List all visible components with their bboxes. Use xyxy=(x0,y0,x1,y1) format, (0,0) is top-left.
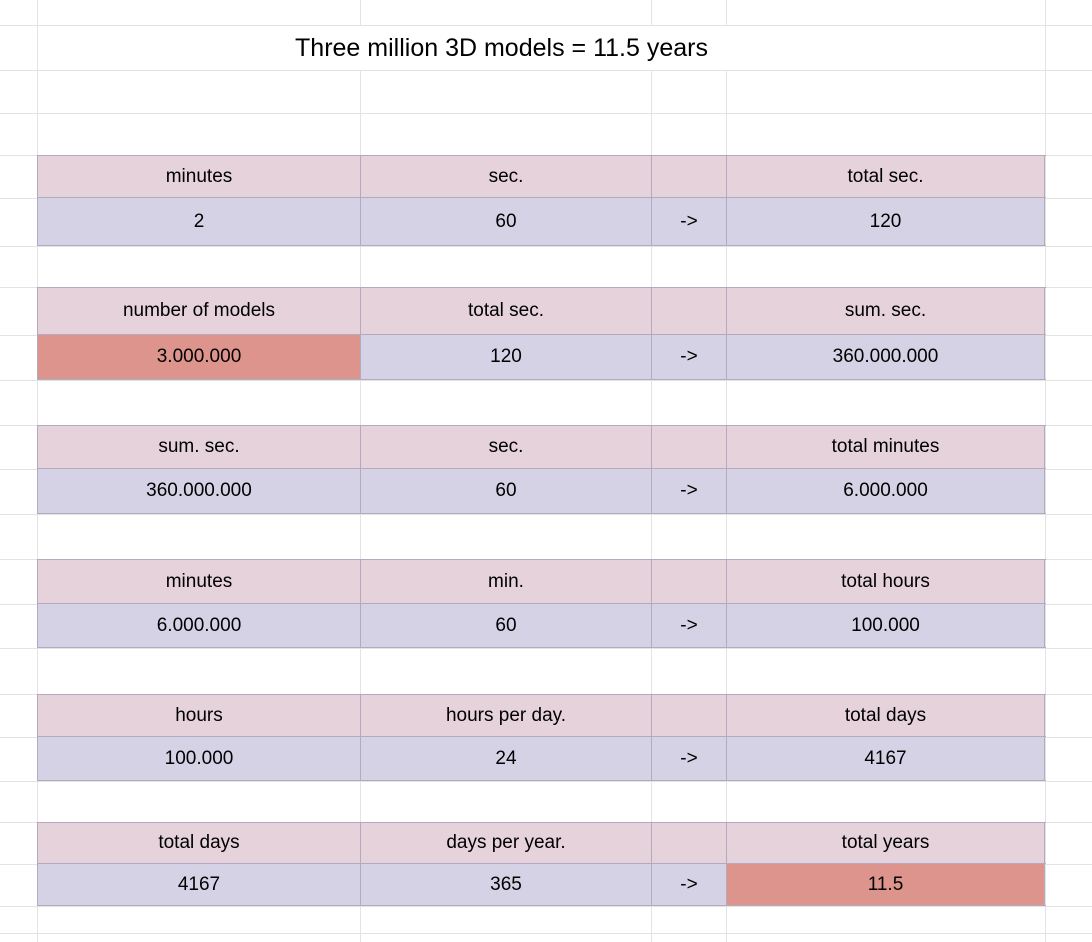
highlighted-value-cell[interactable]: 3.000.000 xyxy=(37,335,360,379)
header-cell[interactable]: sec. xyxy=(360,156,651,197)
header-cell[interactable]: hours per day. xyxy=(360,695,651,736)
value-cell[interactable]: 24 xyxy=(360,737,651,780)
header-cell[interactable] xyxy=(651,288,726,334)
header-cell[interactable]: total minutes xyxy=(726,426,1045,468)
header-cell[interactable]: sec. xyxy=(360,426,651,468)
header-cell[interactable]: sum. sec. xyxy=(37,426,360,468)
arrow-cell[interactable]: -> xyxy=(651,864,726,905)
value-cell[interactable]: 60 xyxy=(360,604,651,647)
header-row: minutes min. total hours xyxy=(37,559,1046,604)
header-cell[interactable]: total sec. xyxy=(726,156,1045,197)
header-cell[interactable]: min. xyxy=(360,560,651,603)
block-days-to-total-years: total days days per year. total years 41… xyxy=(37,822,1046,906)
highlighted-value-cell[interactable]: 11.5 xyxy=(726,864,1045,905)
value-cell[interactable]: 6.000.000 xyxy=(726,469,1045,513)
header-cell[interactable] xyxy=(651,156,726,197)
value-cell[interactable]: 60 xyxy=(360,198,651,245)
value-row: 2 60 -> 120 xyxy=(37,198,1046,246)
header-cell[interactable]: sum. sec. xyxy=(726,288,1045,334)
arrow-cell[interactable]: -> xyxy=(651,335,726,379)
arrow-cell[interactable]: -> xyxy=(651,604,726,647)
value-row: 360.000.000 60 -> 6.000.000 xyxy=(37,469,1046,514)
block-models-to-sum-sec: number of models total sec. sum. sec. 3.… xyxy=(37,287,1046,380)
header-cell[interactable]: total hours xyxy=(726,560,1045,603)
value-cell[interactable]: 6.000.000 xyxy=(37,604,360,647)
value-row: 100.000 24 -> 4167 xyxy=(37,737,1046,781)
value-cell[interactable]: 100.000 xyxy=(37,737,360,780)
header-cell[interactable]: total days xyxy=(726,695,1045,736)
header-cell[interactable]: total days xyxy=(37,823,360,863)
value-cell[interactable]: 360.000.000 xyxy=(37,469,360,513)
block-sum-sec-to-total-minutes: sum. sec. sec. total minutes 360.000.000… xyxy=(37,425,1046,514)
header-row: sum. sec. sec. total minutes xyxy=(37,425,1046,469)
block-minutes-to-total-sec: minutes sec. total sec. 2 60 -> 120 xyxy=(37,155,1046,246)
value-cell[interactable]: 4167 xyxy=(37,864,360,905)
arrow-cell[interactable]: -> xyxy=(651,198,726,245)
header-cell[interactable]: total sec. xyxy=(360,288,651,334)
sheet-title-cell[interactable]: Three million 3D models = 11.5 years xyxy=(38,26,1045,70)
header-row: total days days per year. total years xyxy=(37,822,1046,864)
header-cell[interactable]: minutes xyxy=(37,560,360,603)
value-cell[interactable]: 360.000.000 xyxy=(726,335,1045,379)
header-cell[interactable]: hours xyxy=(37,695,360,736)
header-cell[interactable] xyxy=(651,426,726,468)
header-cell[interactable] xyxy=(651,560,726,603)
header-cell[interactable]: days per year. xyxy=(360,823,651,863)
header-cell[interactable]: minutes xyxy=(37,156,360,197)
header-cell[interactable] xyxy=(651,695,726,736)
value-cell[interactable]: 120 xyxy=(726,198,1045,245)
header-row: number of models total sec. sum. sec. xyxy=(37,287,1046,335)
value-cell[interactable]: 2 xyxy=(37,198,360,245)
value-cell[interactable]: 60 xyxy=(360,469,651,513)
value-cell[interactable]: 120 xyxy=(360,335,651,379)
value-cell[interactable]: 365 xyxy=(360,864,651,905)
block-hours-to-total-days: hours hours per day. total days 100.000 … xyxy=(37,694,1046,781)
header-cell[interactable]: number of models xyxy=(37,288,360,334)
header-cell[interactable] xyxy=(651,823,726,863)
header-row: minutes sec. total sec. xyxy=(37,155,1046,198)
block-minutes-to-total-hours: minutes min. total hours 6.000.000 60 ->… xyxy=(37,559,1046,648)
value-row: 6.000.000 60 -> 100.000 xyxy=(37,604,1046,648)
value-row: 3.000.000 120 -> 360.000.000 xyxy=(37,335,1046,380)
value-cell[interactable]: 100.000 xyxy=(726,604,1045,647)
value-cell[interactable]: 4167 xyxy=(726,737,1045,780)
header-cell[interactable]: total years xyxy=(726,823,1045,863)
arrow-cell[interactable]: -> xyxy=(651,737,726,780)
header-row: hours hours per day. total days xyxy=(37,694,1046,737)
arrow-cell[interactable]: -> xyxy=(651,469,726,513)
value-row: 4167 365 -> 11.5 xyxy=(37,864,1046,906)
